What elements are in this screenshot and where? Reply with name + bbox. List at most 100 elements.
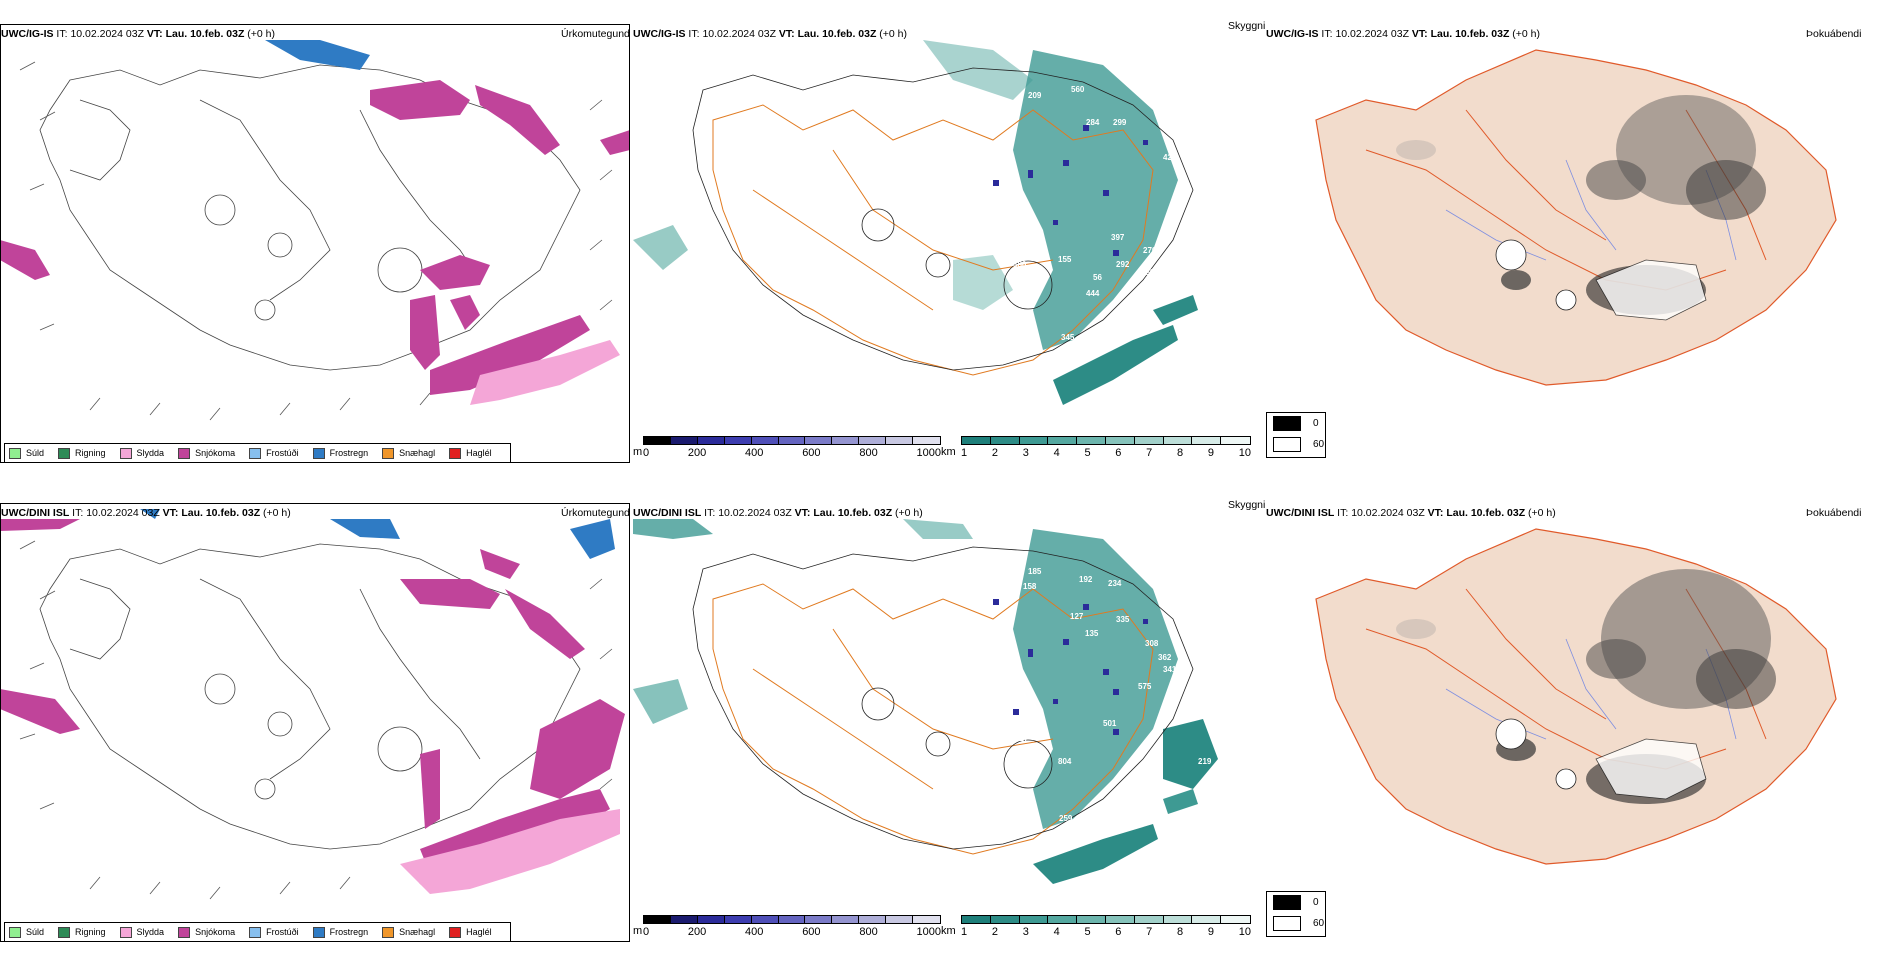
visibility-values-bottom: 185 192 234 158 13 335 127 308 362 341 1… xyxy=(963,567,1212,823)
legend-label: Rigning xyxy=(75,927,106,937)
iceland-outline-vis-bottom xyxy=(692,546,1194,850)
legend-item-slydda: Slydda xyxy=(119,926,164,938)
lead-time: (+0 h) xyxy=(1512,28,1541,40)
fog-panel-top: UWC/IG-IS IT: 10.02.2024 03Z VT: Lau. 10… xyxy=(1266,10,1899,480)
visibility-panel-bottom: 185 192 234 158 13 335 127 308 362 341 1… xyxy=(633,489,1266,959)
fog-map-bottom xyxy=(1315,528,1837,865)
tick: 7 xyxy=(1146,926,1153,938)
elevation-dots-top xyxy=(993,125,1148,256)
swatch xyxy=(449,926,462,938)
cbar-seg xyxy=(1018,915,1048,924)
it-label: IT: xyxy=(72,507,84,519)
cbar-seg xyxy=(1133,915,1163,924)
elevation-colorbar-top: 0 200 400 600 800 1000 xyxy=(643,436,941,459)
elevation-colorbar-bottom: 0 200 400 600 800 1000 xyxy=(643,915,941,938)
vis-label: 155 xyxy=(1058,255,1072,264)
cbar-seg xyxy=(1104,915,1134,924)
legend-label: Snjókoma xyxy=(195,448,236,458)
elevation-dots-bottom xyxy=(993,599,1148,735)
vis-label: 444 xyxy=(1086,289,1100,298)
tick: 2 xyxy=(991,447,998,459)
tick: 600 xyxy=(802,447,821,459)
tick: 9 xyxy=(1207,926,1214,938)
fog-legend-label: 0 xyxy=(1313,418,1319,429)
vis-label: 362 xyxy=(1158,653,1172,662)
vt-label: VT: xyxy=(1427,507,1444,519)
cbar-seg xyxy=(804,436,832,445)
visibility-map-top: 209 560 284 299 427 397 276 386 155 292 … xyxy=(633,40,1198,405)
colorbar-segments xyxy=(961,436,1251,445)
visibility-map-bottom: 185 192 234 158 13 335 127 308 362 341 1… xyxy=(633,519,1218,884)
vis-label: 209 xyxy=(1028,91,1042,100)
legend-item-snjokoma: Snjókoma xyxy=(178,447,236,459)
fog-legend-label: 0 xyxy=(1313,897,1319,908)
it-value: 10.02.2024 03Z xyxy=(702,28,776,40)
vis-label: 501 xyxy=(1103,719,1117,728)
fog-swatch xyxy=(1273,416,1301,431)
vt-value: Lau. 10.feb. 03Z xyxy=(1446,507,1526,519)
legend-label: Slydda xyxy=(136,448,165,458)
vis-label: 299 xyxy=(1113,118,1127,127)
cbar-seg xyxy=(1162,436,1192,445)
visibility-panel-top: 209 560 284 299 427 397 276 386 155 292 … xyxy=(633,10,1266,480)
vt-label: VT: xyxy=(162,507,179,519)
legend-item-haglel: Haglél xyxy=(449,926,492,938)
cbar-seg xyxy=(989,915,1019,924)
precip-legend-bottom: Súld Rigning Slydda Snjókoma Frostúði Fr… xyxy=(4,922,511,942)
model-name: UWC/DINI ISL xyxy=(1266,507,1335,519)
vt-label: VT: xyxy=(794,507,811,519)
lead-time: (+0 h) xyxy=(263,507,291,519)
fog-legend-row: 60 xyxy=(1267,434,1325,455)
cbar-seg xyxy=(696,915,724,924)
iceland-outline-precip-bottom xyxy=(39,543,581,850)
swatch xyxy=(9,926,21,938)
legend-item-sudl: Súld xyxy=(9,447,45,459)
swatch xyxy=(382,447,395,459)
vis-label: 276 xyxy=(1143,246,1157,255)
vis-label: 575 xyxy=(1138,682,1152,691)
model-name: UWC/DINI ISL xyxy=(1,507,70,519)
vis-label: 292 xyxy=(1116,260,1130,269)
header-top-precip: UWC/IG-IS IT: 10.02.2024 03Z VT: Lau. 10… xyxy=(1,28,275,40)
precip-frame-bottom xyxy=(0,503,630,942)
glaciers-fog-top xyxy=(1495,239,1707,321)
cbar-seg xyxy=(1018,436,1048,445)
legend-item-frostudi: Frostúði xyxy=(249,926,299,938)
cbar-seg xyxy=(1104,436,1134,445)
legend-item-rigning: Rigning xyxy=(58,926,106,938)
fog-legend-row: 0 xyxy=(1267,892,1325,913)
cbar-seg xyxy=(885,436,913,445)
vis-label: 386 xyxy=(1013,260,1027,269)
legend-label: Frostregn xyxy=(329,448,369,458)
cbar-seg xyxy=(777,436,805,445)
legend-item-frostudi: Frostúði xyxy=(249,447,299,459)
tick: 1 xyxy=(961,447,968,459)
legend-item-sudl: Súld xyxy=(9,926,44,938)
vis-label: 804 xyxy=(1058,757,1072,766)
cbar-seg xyxy=(858,915,886,924)
fog-legend-top: 0 60 xyxy=(1266,412,1326,458)
swatch xyxy=(58,926,71,938)
vt-label: VT: xyxy=(146,28,163,40)
it-label: IT: xyxy=(704,507,716,519)
swatch xyxy=(249,926,262,938)
vis-label: 56 xyxy=(1093,273,1102,282)
legend-item-rigning: Rigning xyxy=(58,447,106,459)
vis-label: 13 xyxy=(963,592,972,601)
elevation-ticks: 0 200 400 600 800 1000 xyxy=(643,926,941,938)
tick: 3 xyxy=(1022,926,1029,938)
cbar-seg xyxy=(961,915,990,924)
legend-item-frostregn: Frostregn xyxy=(312,926,368,938)
legend-label: Súld xyxy=(26,448,45,458)
tick: 800 xyxy=(859,447,878,459)
cbar-seg xyxy=(804,915,832,924)
cbar-seg xyxy=(858,436,886,445)
legend-item-haglel: Haglél xyxy=(449,447,492,459)
fog-legend-label: 60 xyxy=(1313,439,1325,450)
visibility-colorbar-bottom: 1 2 3 4 5 6 7 8 9 10 xyxy=(961,915,1251,938)
tick: 8 xyxy=(1177,926,1184,938)
fog-legend-bottom: 0 60 xyxy=(1266,891,1326,937)
visibility-unit: km xyxy=(941,446,956,458)
tick: 9 xyxy=(1207,447,1214,459)
elevation-ticks: 0 200 400 600 800 1000 xyxy=(643,447,941,459)
